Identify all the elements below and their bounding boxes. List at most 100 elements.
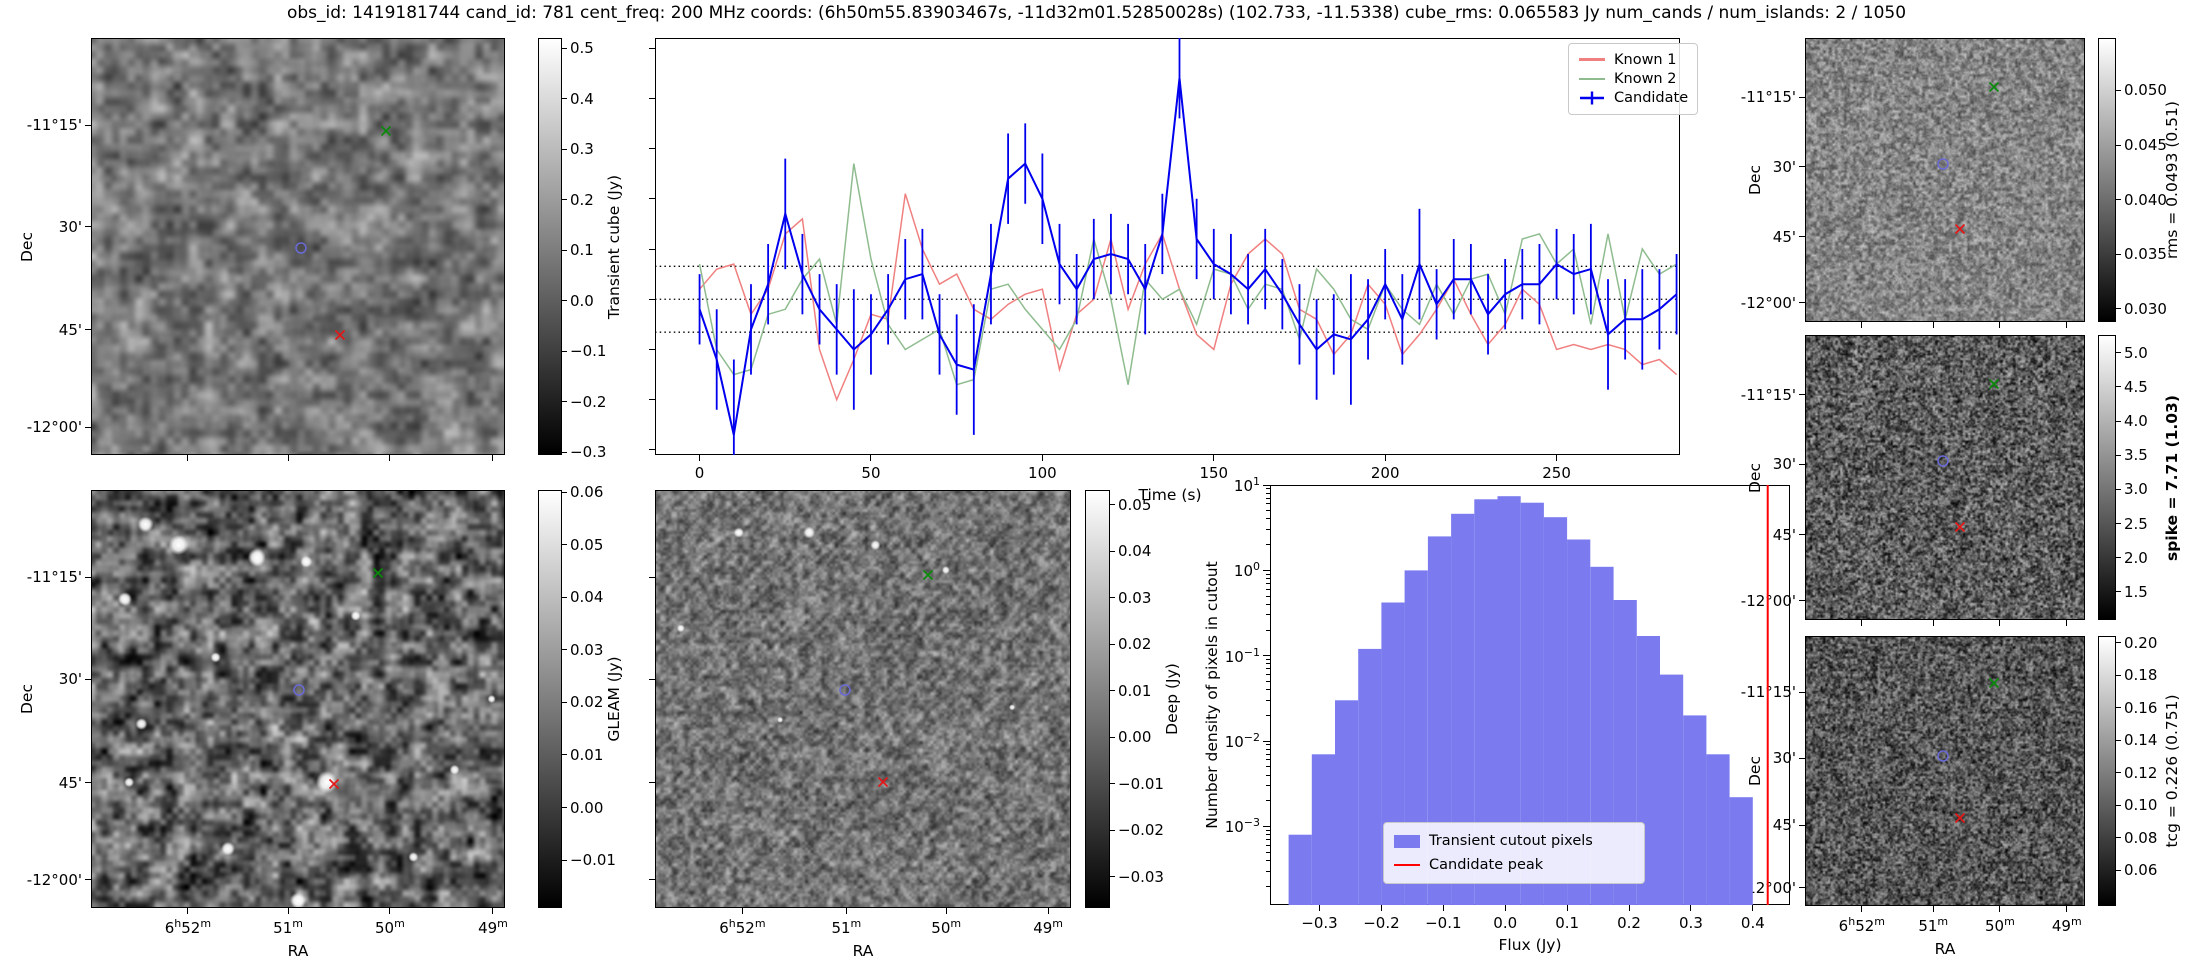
dec-tick-label: -12°00' bbox=[1740, 293, 1796, 312]
density-tick-label: 101 bbox=[1233, 475, 1260, 495]
known1-x-marker bbox=[1954, 811, 1967, 824]
colorbar-tick-label: 5.0 bbox=[2124, 343, 2148, 362]
flux-axis-label: Flux (Jy) bbox=[1498, 936, 1562, 954]
minor-tick bbox=[1266, 674, 1270, 676]
gleam-colorbar-label: GLEAM (Jy) bbox=[605, 656, 623, 742]
axis-tick bbox=[649, 449, 655, 451]
rms-colorbar bbox=[2098, 38, 2116, 322]
colorbar-tick-label: 0.040 bbox=[2124, 190, 2167, 209]
gleam-image bbox=[91, 490, 505, 908]
dec-tick-label: 45' bbox=[58, 320, 82, 339]
legend-label: Candidate bbox=[1614, 90, 1689, 107]
dec-tick-label: 45' bbox=[1772, 816, 1796, 834]
minor-tick bbox=[1266, 753, 1270, 755]
colorbar-tick-label: 0.035 bbox=[2124, 245, 2167, 264]
colorbar-tick-label: 0.04 bbox=[1118, 542, 1152, 561]
spike-map-image bbox=[1805, 335, 2085, 620]
minor-tick bbox=[1266, 699, 1270, 701]
light-curve-canvas bbox=[655, 38, 1680, 455]
axis-tick bbox=[1799, 394, 1805, 396]
axis-tick bbox=[1999, 620, 2001, 626]
axis-tick bbox=[1799, 96, 1805, 98]
colorbar-tick bbox=[562, 544, 567, 546]
colorbar-tick bbox=[562, 249, 567, 251]
axis-tick bbox=[649, 248, 655, 250]
axis-tick bbox=[85, 329, 91, 331]
colorbar-tick bbox=[2116, 488, 2121, 490]
axis-tick bbox=[1263, 740, 1270, 742]
ra-axis-label: RA bbox=[1934, 940, 1956, 958]
transient-cube-colorbar bbox=[538, 38, 562, 455]
histogram-bar bbox=[1660, 674, 1684, 905]
colorbar-tick bbox=[2116, 591, 2121, 593]
transient_cube-colorbar-label: Transient cube (Jy) bbox=[605, 174, 623, 319]
candidate-circle-marker bbox=[1937, 749, 1950, 762]
axis-tick bbox=[741, 908, 743, 914]
flux-tick-label: 0.3 bbox=[1679, 914, 1703, 932]
colorbar-tick-label: 3.5 bbox=[2124, 446, 2148, 465]
candidate-circle-marker bbox=[293, 683, 306, 696]
axis-tick bbox=[1799, 757, 1805, 759]
colorbar-tick-label: 0.00 bbox=[1118, 728, 1152, 747]
colorbar-tick bbox=[562, 807, 567, 809]
colorbar-tick-label: −0.01 bbox=[1118, 774, 1164, 793]
axis-tick bbox=[649, 47, 655, 49]
ra-tick-label: 51m bbox=[1918, 915, 1949, 935]
minor-tick bbox=[1266, 614, 1270, 616]
axis-tick bbox=[492, 455, 494, 461]
axis-tick bbox=[1380, 905, 1382, 911]
colorbar-tick bbox=[1110, 736, 1115, 738]
known1-line bbox=[699, 193, 1678, 402]
flux-tick-label: −0.1 bbox=[1425, 914, 1462, 932]
minor-tick bbox=[1266, 800, 1270, 802]
histogram-legend: Transient cutout pixels Candidate peak bbox=[1383, 822, 1645, 884]
histogram-bar bbox=[1567, 539, 1591, 905]
minor-tick bbox=[1266, 680, 1270, 682]
density-tick-label: 10−1 bbox=[1224, 645, 1260, 666]
minor-tick bbox=[1266, 492, 1270, 494]
axis-tick bbox=[389, 455, 391, 461]
minor-tick bbox=[1266, 870, 1270, 872]
flux-tick-label: −0.3 bbox=[1301, 914, 1338, 932]
colorbar-tick bbox=[562, 47, 567, 49]
axis-tick bbox=[85, 226, 91, 228]
colorbar-tick bbox=[1110, 597, 1115, 599]
colorbar-tick bbox=[562, 701, 567, 703]
axis-tick bbox=[1384, 455, 1386, 461]
minor-tick bbox=[1266, 529, 1270, 531]
light-curve-plot bbox=[655, 38, 1680, 455]
colorbar-tick bbox=[1110, 829, 1115, 831]
dec-axis-label: Dec bbox=[1746, 165, 1764, 195]
axis-tick bbox=[1932, 906, 1934, 912]
colorbar-tick-label: 4.5 bbox=[2124, 377, 2148, 396]
colorbar-tick bbox=[562, 148, 567, 150]
axis-tick bbox=[1932, 620, 1934, 626]
minor-tick bbox=[1266, 668, 1270, 670]
colorbar-tick-label: 0.05 bbox=[1118, 495, 1152, 514]
colorbar-tick bbox=[2116, 642, 2121, 643]
colorbar-tick-label: 2.0 bbox=[2124, 548, 2148, 567]
r1-cutout-canvas bbox=[1806, 39, 2084, 321]
axis-tick bbox=[1263, 569, 1270, 571]
axis-tick bbox=[1999, 906, 2001, 912]
axis-tick bbox=[287, 455, 289, 461]
histogram-bar bbox=[1451, 513, 1475, 905]
colorbar-tick-label: 4.0 bbox=[2124, 412, 2148, 431]
colorbar-tick-label: 0.1 bbox=[570, 241, 594, 260]
colorbar-tick-label: 0.2 bbox=[570, 190, 594, 209]
dec-tick-label: -11°15' bbox=[26, 116, 82, 135]
colorbar-tick bbox=[2116, 772, 2121, 774]
axis-tick bbox=[85, 782, 91, 784]
minor-tick bbox=[1266, 497, 1270, 499]
legend-label: Known 2 bbox=[1614, 70, 1677, 87]
known1-x-marker bbox=[334, 329, 347, 342]
minor-tick bbox=[1266, 583, 1270, 585]
axis-tick bbox=[1263, 825, 1270, 827]
axis-tick bbox=[492, 908, 494, 914]
colorbar-tick-label: 3.0 bbox=[2124, 480, 2148, 499]
axis-tick bbox=[649, 678, 655, 680]
dec-tick-label: 30' bbox=[58, 670, 82, 689]
colorbar-tick-label: 0.00 bbox=[570, 798, 604, 817]
tcg-map-image bbox=[1805, 636, 2085, 906]
colorbar-tick bbox=[562, 401, 567, 403]
